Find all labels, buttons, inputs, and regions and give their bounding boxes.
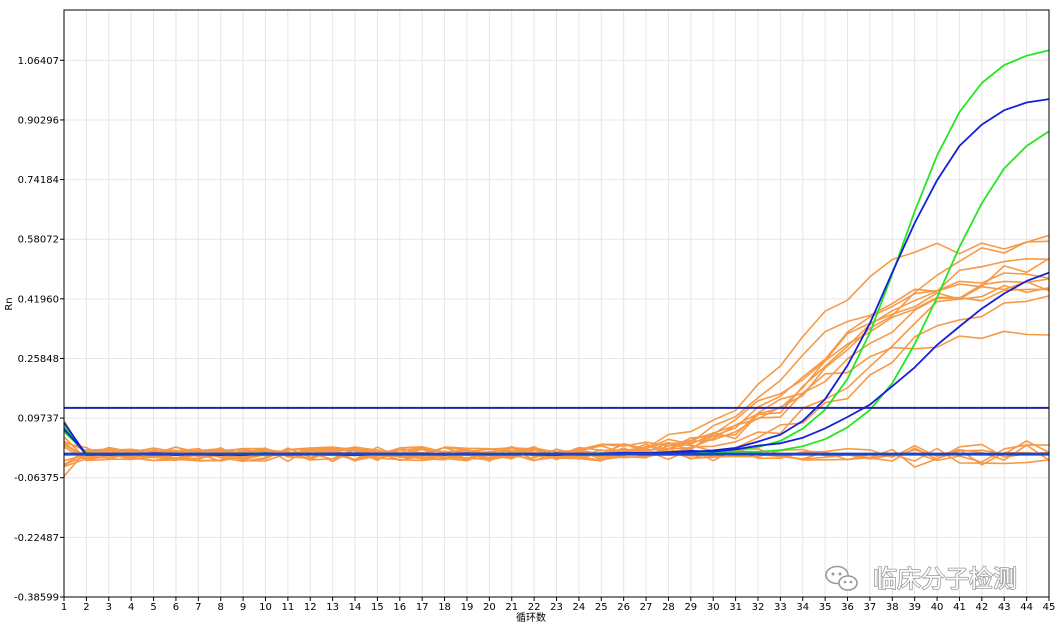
y-tick-label: 0.74184 (18, 175, 59, 186)
x-tick-label: 10 (259, 602, 272, 613)
y-tick-label: 0.90296 (18, 115, 59, 126)
y-axis-label: Rn (4, 297, 15, 310)
x-tick-label: 5 (150, 602, 156, 613)
x-tick-label: 15 (371, 602, 384, 613)
x-tick-label: 34 (796, 602, 809, 613)
x-tick-label: 4 (128, 602, 134, 613)
x-tick-label: 22 (528, 602, 541, 613)
x-tick-label: 44 (1020, 602, 1033, 613)
y-tick-label: -0.22487 (14, 533, 59, 544)
x-tick-label: 26 (617, 602, 630, 613)
x-tick-label: 17 (416, 602, 429, 613)
x-tick-label: 24 (573, 602, 586, 613)
reference-lines (64, 406, 1049, 456)
x-tick-label: 19 (461, 602, 474, 613)
x-tick-label: 3 (106, 602, 112, 613)
y-tick-label: 0.09737 (18, 414, 59, 425)
x-tick-label: 27 (640, 602, 653, 613)
x-tick-label: 29 (684, 602, 697, 613)
y-tick-label: 1.06407 (18, 56, 59, 67)
x-tick-label: 40 (931, 602, 944, 613)
x-tick-label: 23 (550, 602, 563, 613)
series-line-orange (63, 295, 1050, 462)
x-tick-label: 42 (975, 602, 988, 613)
y-tick-label: -0.06375 (14, 473, 59, 484)
y-tick-label: -0.38599 (14, 593, 59, 604)
x-axis-label: 循环数 (516, 611, 546, 624)
x-tick-label: 37 (864, 602, 877, 613)
watermark: 临床分子检测 (825, 564, 1018, 594)
x-tick-label: 13 (326, 602, 339, 613)
x-tick-label: 12 (304, 602, 317, 613)
wechat-icon (825, 565, 858, 591)
x-tick-label: 2 (83, 602, 89, 613)
x-tick-label: 8 (218, 602, 224, 613)
x-tick-label: 39 (908, 602, 921, 613)
series-line-orange (63, 257, 1050, 467)
x-tick-label: 45 (1043, 602, 1056, 613)
y-tick-label: 0.41960 (18, 294, 59, 305)
x-tick-label: 16 (393, 602, 406, 613)
x-tick-label: 14 (349, 602, 362, 613)
x-tick-label: 11 (281, 602, 294, 613)
x-tick-label: 20 (483, 602, 496, 613)
y-tick-label: 0.25848 (18, 354, 59, 365)
x-tick-label: 35 (819, 602, 832, 613)
grid-lines (63, 10, 1050, 598)
x-tick-label: 21 (505, 602, 518, 613)
x-tick-label: 31 (729, 602, 742, 613)
x-tick-label: 43 (998, 602, 1011, 613)
watermark-text: 临床分子检测 (873, 565, 1017, 593)
y-tick-label: 0.58072 (18, 235, 59, 246)
x-tick-label: 28 (662, 602, 675, 613)
x-tick-label: 6 (173, 602, 179, 613)
x-tick-label: 41 (953, 602, 966, 613)
x-tick-label: 32 (752, 602, 765, 613)
y-axis-ticks: -0.38599 -0.22487 -0.06375 0.09737 0.25848 0.… (14, 56, 64, 604)
x-tick-label: 7 (195, 602, 201, 613)
x-tick-label: 30 (707, 602, 720, 613)
x-tick-label: 36 (841, 602, 854, 613)
x-tick-label: 33 (774, 602, 787, 613)
x-tick-label: 25 (595, 602, 608, 613)
x-tick-label: 18 (438, 602, 451, 613)
x-tick-label: 9 (240, 602, 246, 613)
x-tick-label: 38 (886, 602, 899, 613)
x-tick-label: 1 (61, 602, 67, 613)
x-axis-ticks: 1 2 3 4 5 6 7 8 9 10 11 12 13 14 15 16 17 18 19 20 21 22 23 24 2… (61, 597, 1056, 613)
